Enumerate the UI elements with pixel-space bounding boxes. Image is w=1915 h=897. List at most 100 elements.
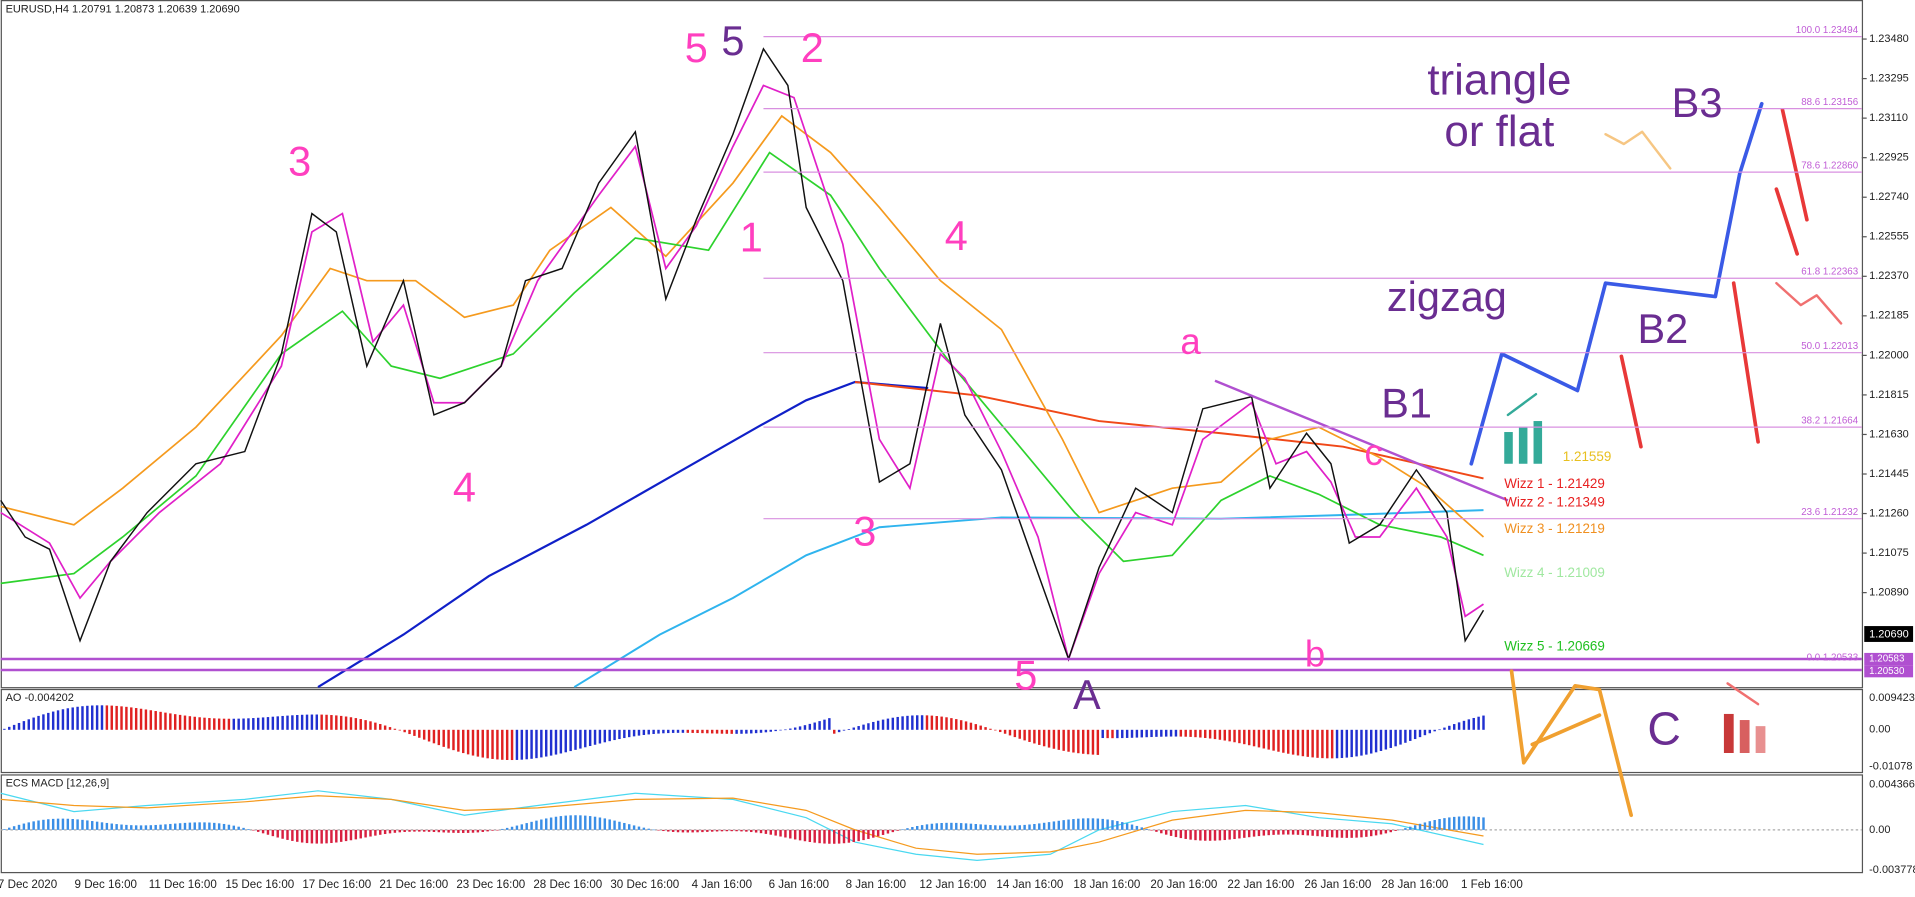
macd-bar — [725, 829, 729, 832]
wave-label: 5 — [721, 17, 744, 64]
ao-bar — [735, 729, 738, 734]
macd-bar — [823, 829, 826, 844]
ao-bar — [1247, 729, 1251, 746]
macd-bar — [120, 824, 123, 830]
macd-axis: 0.0043662 — [1869, 779, 1915, 791]
ao-bar — [891, 717, 895, 730]
price-box — [1864, 626, 1914, 642]
ao-bar — [813, 722, 816, 730]
macd-bar — [125, 824, 128, 830]
macd-bar — [906, 828, 909, 830]
ao-bar — [91, 705, 94, 730]
macd-bar — [930, 823, 934, 830]
ao-bar — [955, 719, 958, 730]
ao-bar — [657, 729, 660, 734]
macd-bar — [242, 827, 245, 830]
ao-bar — [935, 716, 938, 730]
macd-bar — [1145, 828, 1148, 830]
ao-bar — [1267, 729, 1270, 750]
red-arrow — [1780, 108, 1809, 222]
macd-bar — [1116, 821, 1119, 830]
ao-bar — [501, 729, 504, 760]
ao-bar — [1243, 729, 1246, 745]
ao-bar — [398, 729, 401, 731]
ao-bar — [798, 726, 802, 730]
macd-bar — [1282, 829, 1285, 835]
macd-bar — [896, 829, 899, 831]
ao-bar — [930, 715, 934, 730]
ao-bar — [1042, 729, 1046, 747]
date-label: 14 Jan 16:00 — [996, 879, 1063, 891]
macd-bar — [247, 829, 250, 830]
macd-bar — [764, 829, 768, 834]
ao-bar — [715, 729, 719, 734]
icon-bar — [1518, 427, 1528, 464]
macd-bar — [1189, 829, 1192, 840]
ao-bar — [1189, 729, 1192, 737]
macd-bar — [300, 829, 304, 843]
ao-bar — [618, 729, 621, 740]
macd-bar — [974, 824, 978, 830]
ao-bar — [1369, 729, 1373, 754]
macd-bar — [1311, 829, 1314, 836]
ao-bar — [549, 729, 553, 756]
macd-bar — [735, 829, 738, 832]
date-label: 21 Dec 16:00 — [379, 879, 448, 891]
macd-bar — [105, 822, 109, 830]
ao-bar — [1199, 729, 1202, 738]
macd-bar — [1135, 825, 1139, 830]
ao-bar — [1433, 729, 1436, 732]
ao-bar — [418, 729, 421, 738]
current-price: 1.20690 — [1869, 629, 1909, 641]
ao-bar — [1008, 729, 1012, 736]
ao-bar — [1306, 729, 1309, 757]
macd-bar — [359, 829, 362, 839]
ao-bar — [286, 715, 289, 730]
ao-bar — [95, 705, 99, 730]
ao-bar — [335, 715, 338, 730]
ao-bar — [1394, 729, 1397, 747]
macd-bar — [159, 824, 162, 830]
ao-bar — [432, 729, 436, 744]
ao-bar — [725, 729, 729, 734]
macd-bar — [261, 829, 265, 834]
macd-bar — [198, 822, 201, 830]
macd-bar — [1394, 829, 1397, 831]
macd-bar — [837, 829, 841, 844]
ao-bar — [247, 718, 250, 730]
ao-bar — [388, 727, 392, 730]
labels: EURUSD,H4 1.20791 1.20873 1.20639 1.2069… — [0, 4, 1915, 891]
ao-bar — [276, 716, 279, 730]
macd-bar — [1457, 816, 1461, 830]
ao-bar — [1028, 729, 1031, 742]
ao-bar — [920, 715, 924, 730]
ao-bar — [642, 729, 646, 735]
macd-bar — [37, 820, 40, 830]
ma-green — [0, 151, 1484, 585]
macd-bar — [281, 829, 284, 839]
macd-bar — [1369, 829, 1373, 837]
ao-bar — [271, 716, 275, 730]
macd-bar — [876, 829, 880, 837]
macd-bar — [706, 829, 709, 832]
ao-bar — [383, 725, 387, 730]
macd-bar — [71, 819, 74, 830]
ao-bar — [1096, 729, 1100, 755]
macd-bar — [1296, 829, 1300, 835]
ao-bar — [183, 715, 187, 730]
ao-bar — [71, 707, 74, 730]
faded-arrow — [1726, 682, 1760, 706]
macd-bar — [647, 828, 650, 830]
macd-bar — [276, 829, 279, 838]
macd-bar — [476, 829, 480, 833]
ao-bar — [1062, 729, 1065, 751]
macd-bar — [1399, 829, 1402, 831]
ao-bar — [1257, 729, 1261, 748]
macd-bar — [1306, 829, 1309, 836]
scenario-arrows — [1469, 101, 1843, 818]
macd-bar — [1077, 818, 1080, 830]
macd-bar — [1321, 829, 1324, 837]
ao-bar — [1472, 717, 1475, 730]
icon-bar — [1533, 421, 1543, 464]
